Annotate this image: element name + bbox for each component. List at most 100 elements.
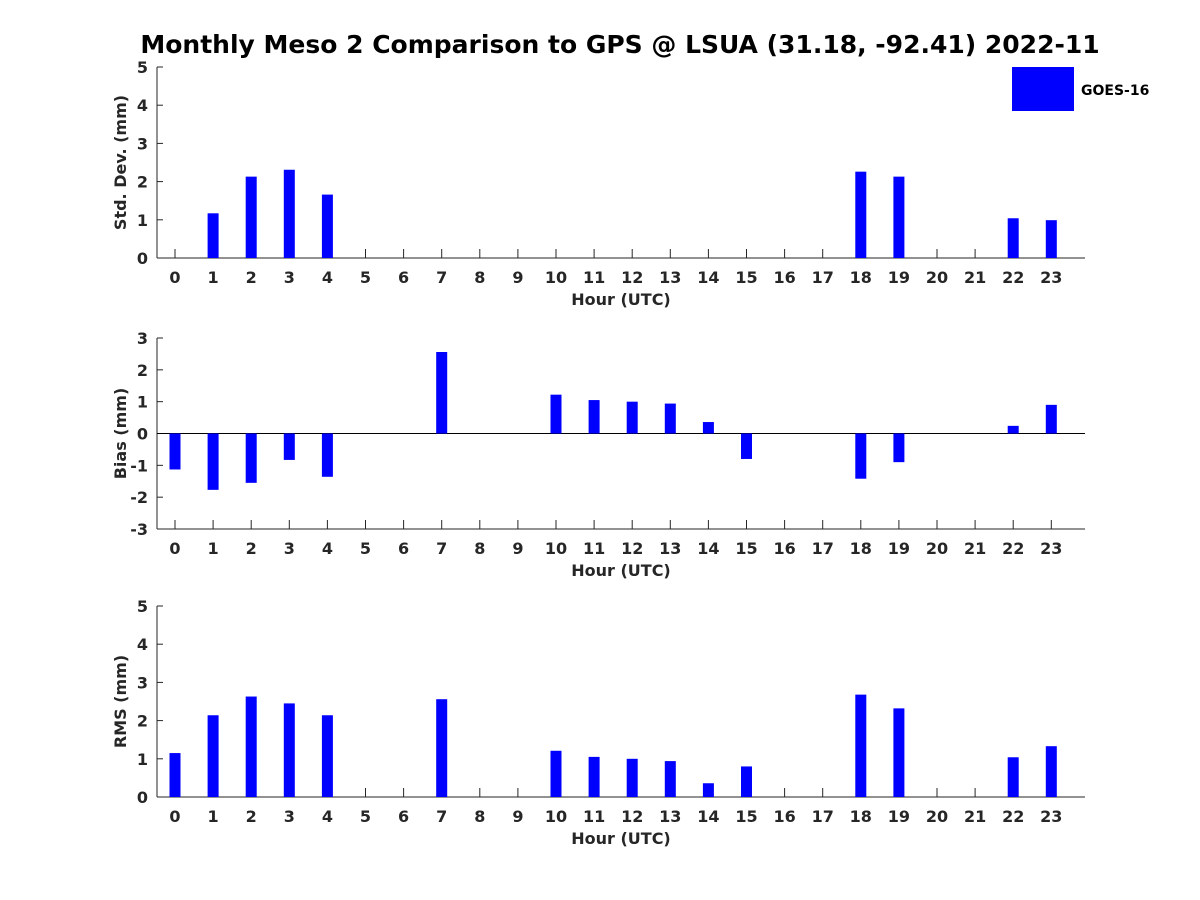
rms-x-tick-label: 7 <box>436 807 447 826</box>
bias-x-tick-label: 4 <box>322 539 333 558</box>
std-dev-y-tick-label: 4 <box>137 96 148 115</box>
bias-x-tick-label: 5 <box>360 539 371 558</box>
std-dev-y-tick-label: 5 <box>137 58 148 77</box>
bias-x-tick-label: 0 <box>169 539 180 558</box>
rms-x-tick-label: 21 <box>964 807 986 826</box>
std-dev-x-tick-label: 22 <box>1002 268 1024 287</box>
legend-label: GOES-16 <box>1081 83 1149 99</box>
rms-y-tick-label: 4 <box>137 635 148 654</box>
rms-x-tick-label: 8 <box>474 807 485 826</box>
rms-bar <box>321 715 333 797</box>
rms-x-tick-label: 11 <box>583 807 605 826</box>
std-dev-bar <box>245 176 257 258</box>
rms-bar <box>893 708 905 797</box>
std-dev-x-tick-label: 8 <box>474 268 485 287</box>
bias-x-tick-label: 10 <box>545 539 567 558</box>
bias-y-tick-label: 2 <box>137 361 148 380</box>
rms-x-tick-label: 6 <box>398 807 409 826</box>
bias-y-axis-label: Bias (mm) <box>111 388 130 480</box>
bias-x-tick-label: 6 <box>398 539 409 558</box>
bias-x-tick-label: 8 <box>474 539 485 558</box>
std-dev-bar <box>321 194 333 258</box>
bias-x-tick-label: 22 <box>1002 539 1024 558</box>
std-dev-x-axis-label: Hour (UTC) <box>571 290 671 309</box>
std-dev-bar <box>1045 220 1057 258</box>
std-dev-x-tick-label: 12 <box>621 268 643 287</box>
rms-bar <box>1007 757 1019 797</box>
bias-x-tick-label: 14 <box>697 539 719 558</box>
rms-x-tick-label: 5 <box>360 807 371 826</box>
rms-bar <box>283 703 295 797</box>
legend: GOES-16 <box>1012 67 1149 111</box>
std-dev-x-tick-label: 18 <box>850 268 872 287</box>
bias-y-tick-label: -1 <box>130 456 148 475</box>
bias-bar <box>245 433 257 483</box>
bias-x-axis-label: Hour (UTC) <box>571 561 671 580</box>
rms-bar <box>1045 746 1057 797</box>
std-dev-y-tick-label: 1 <box>137 211 148 230</box>
std-dev-x-tick-label: 6 <box>398 268 409 287</box>
bias-x-tick-label: 12 <box>621 539 643 558</box>
bias-x-tick-label: 7 <box>436 539 447 558</box>
bias-x-tick-label: 16 <box>773 539 795 558</box>
rms-bar <box>626 758 638 797</box>
rms-bar <box>169 753 181 797</box>
std-dev-x-tick-label: 2 <box>246 268 257 287</box>
std-dev-x-tick-label: 4 <box>322 268 333 287</box>
bias-y-tick-label: 0 <box>137 425 148 444</box>
rms-bar <box>741 766 752 797</box>
rms-x-tick-label: 13 <box>659 807 681 826</box>
bias-bar <box>588 400 600 434</box>
std-dev-x-tick-label: 11 <box>583 268 605 287</box>
rms-y-tick-label: 3 <box>137 673 148 692</box>
bias-bar <box>550 394 562 434</box>
rms-x-axis-label: Hour (UTC) <box>571 829 671 848</box>
std-dev-x-tick-label: 17 <box>812 268 834 287</box>
bias-bar <box>893 433 905 463</box>
bias-bar <box>321 433 333 477</box>
rms-x-tick-label: 15 <box>735 807 757 826</box>
bias-x-tick-label: 18 <box>850 539 872 558</box>
std-dev-x-tick-label: 0 <box>169 268 180 287</box>
std-dev-x-tick-label: 9 <box>512 268 523 287</box>
bias-x-tick-label: 15 <box>735 539 757 558</box>
std-dev-x-tick-label: 10 <box>545 268 567 287</box>
std-dev-y-tick-label: 0 <box>137 249 148 268</box>
bias-x-tick-label: 1 <box>208 539 219 558</box>
std-dev-y-tick-label: 3 <box>137 134 148 153</box>
bias-bar <box>1045 404 1057 434</box>
rms-x-tick-label: 0 <box>169 807 180 826</box>
rms-x-tick-label: 1 <box>208 807 219 826</box>
rms-y-tick-label: 5 <box>137 597 148 616</box>
rms-x-tick-label: 3 <box>284 807 295 826</box>
rms-x-tick-label: 14 <box>697 807 719 826</box>
rms-y-tick-label: 1 <box>137 750 148 769</box>
std-dev-x-tick-label: 1 <box>208 268 219 287</box>
rms-bar <box>664 761 676 797</box>
std-dev-bar <box>283 169 295 258</box>
bias-y-tick-label: 1 <box>137 393 148 412</box>
std-dev-bar <box>1007 218 1019 258</box>
rms-x-tick-label: 16 <box>773 807 795 826</box>
std-dev-x-tick-label: 23 <box>1040 268 1062 287</box>
std-dev-x-tick-label: 13 <box>659 268 681 287</box>
figure-title: Monthly Meso 2 Comparison to GPS @ LSUA … <box>140 30 1099 59</box>
rms-x-tick-label: 17 <box>812 807 834 826</box>
bias-bar <box>626 401 638 434</box>
rms-y-axis-label: RMS (mm) <box>111 655 130 748</box>
rms-bar <box>207 715 219 797</box>
std-dev-x-tick-label: 21 <box>964 268 986 287</box>
bias-x-tick-label: 9 <box>512 539 523 558</box>
rms-x-tick-label: 4 <box>322 807 333 826</box>
bias-bar <box>436 352 448 434</box>
std-dev-x-tick-label: 19 <box>888 268 910 287</box>
bias-bar <box>1007 425 1019 434</box>
std-dev-bar <box>855 171 867 258</box>
rms-bar <box>702 783 714 797</box>
std-dev-x-tick-label: 3 <box>284 268 295 287</box>
std-dev-y-axis-label: Std. Dev. (mm) <box>111 95 130 230</box>
bias-x-tick-label: 3 <box>284 539 295 558</box>
